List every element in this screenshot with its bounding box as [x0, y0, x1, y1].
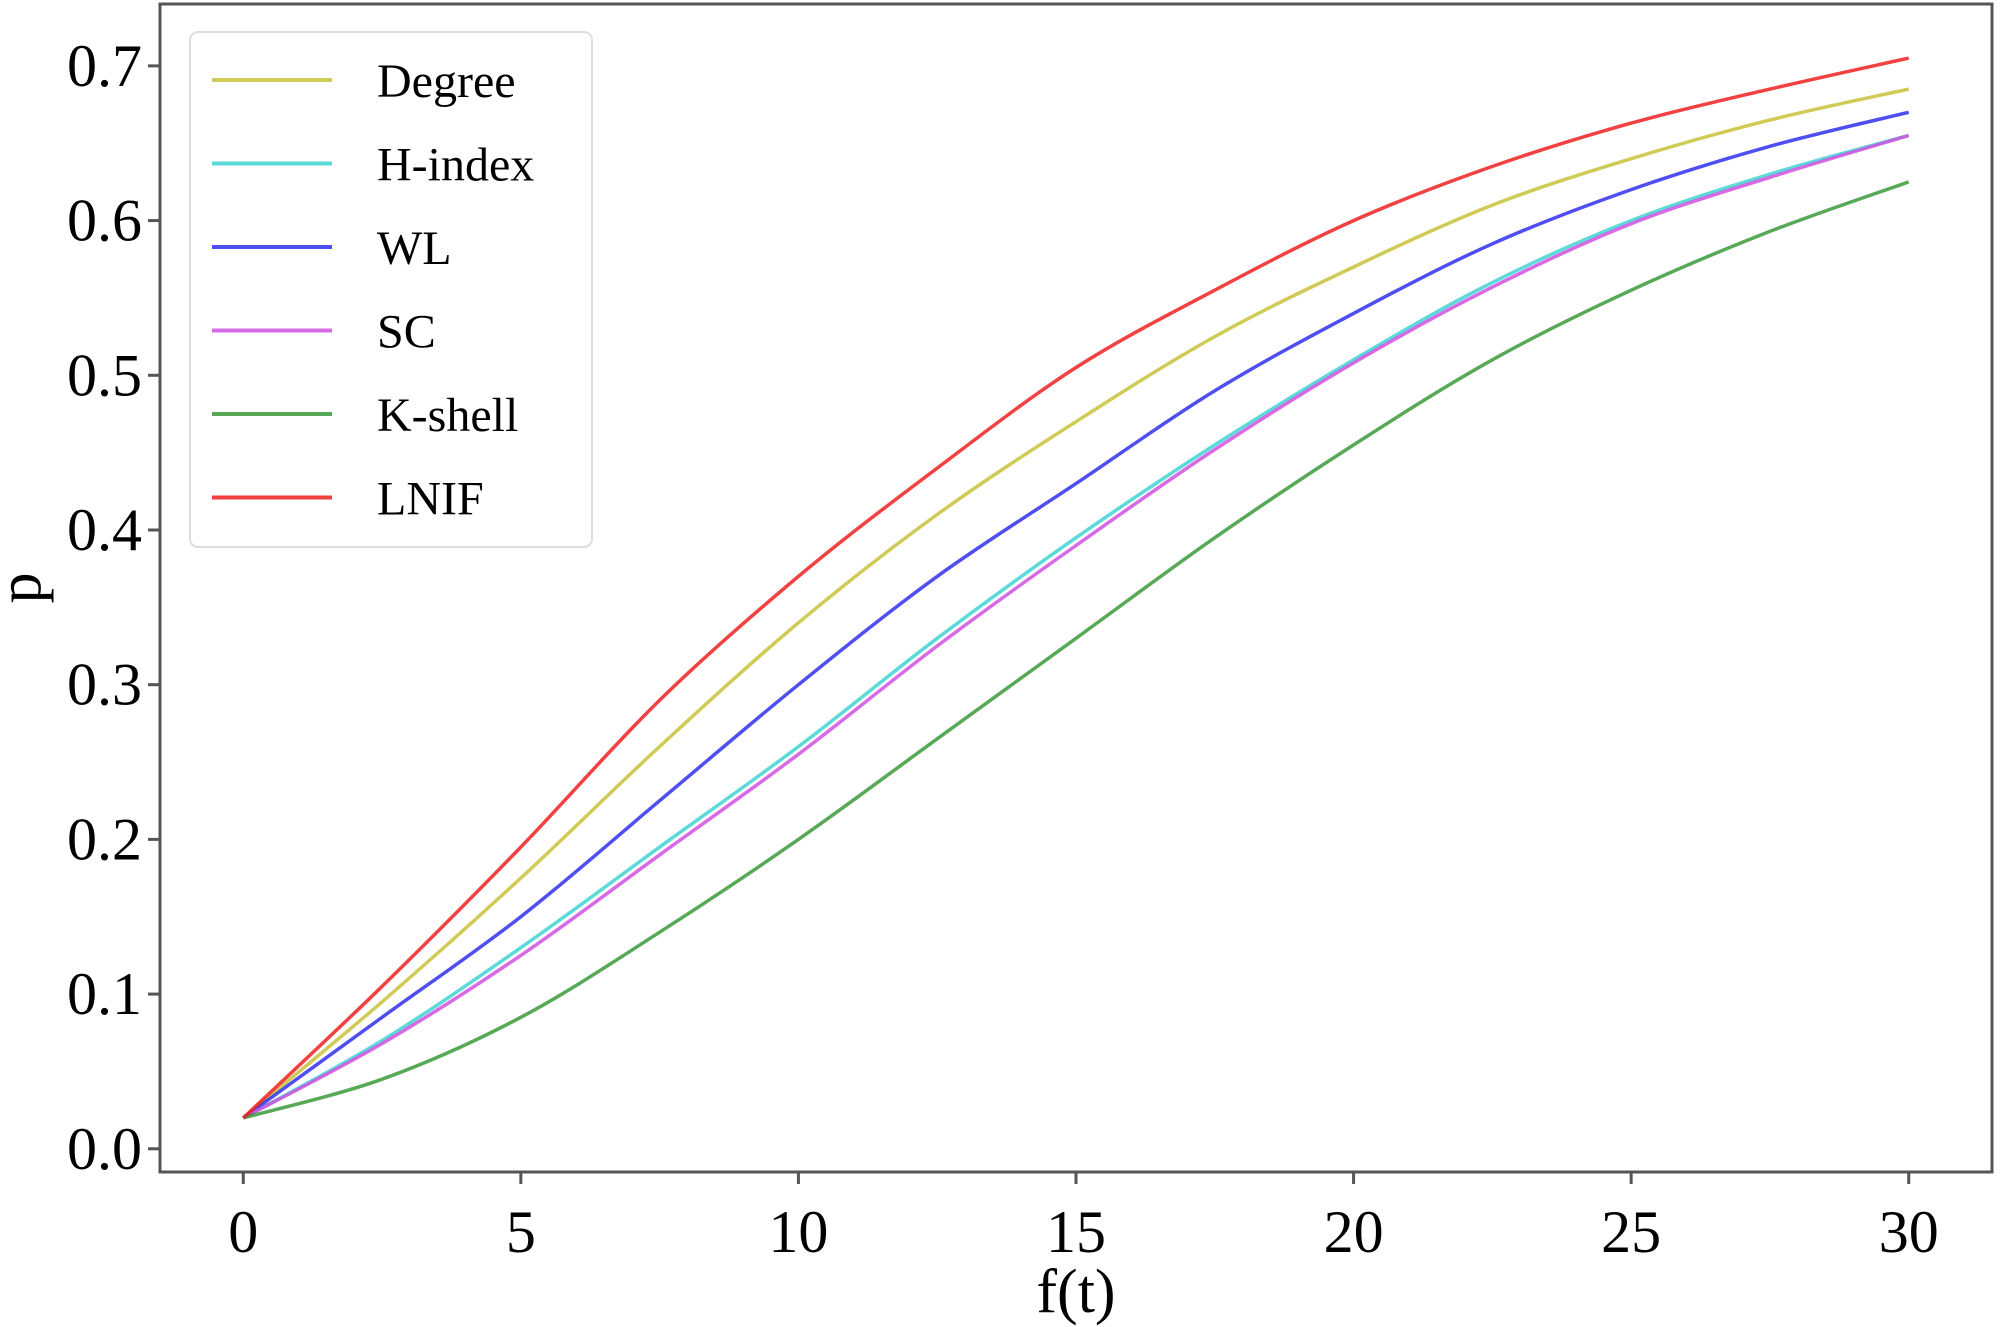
- series-line-k-shell: [242, 180, 1910, 1120]
- legend-box: [189, 31, 593, 548]
- series-line-sc: [242, 133, 1910, 1120]
- y-tick-label: 0.6: [67, 188, 142, 254]
- series-line-wl: [242, 110, 1910, 1120]
- x-tick-label: 0: [228, 1199, 258, 1265]
- y-tick-label: 0.4: [67, 497, 142, 563]
- series-line-h-index: [242, 133, 1910, 1120]
- series-lines: [242, 56, 1910, 1120]
- series-line-lnif: [242, 56, 1910, 1120]
- series-line-degree: [242, 87, 1910, 1120]
- legend-label-degree: Degree: [377, 55, 516, 108]
- legend-label-h-index: H-index: [377, 139, 534, 192]
- legend-label-sc: SC: [377, 306, 436, 359]
- x-tick-label: 20: [1324, 1199, 1384, 1265]
- y-tick-label: 0.0: [67, 1116, 142, 1182]
- x-tick-label: 15: [1046, 1199, 1106, 1265]
- x-tick-label: 5: [506, 1199, 536, 1265]
- legend-label-k-shell: K-shell: [377, 389, 518, 442]
- y-tick-label: 0.3: [67, 652, 142, 718]
- y-axis-ticks: 0.0 0.1 0.2 0.3 0.4 0.5 0.6 0.7: [67, 33, 160, 1182]
- legend: Degree H-index WL SC K-shell LNIF: [189, 31, 593, 548]
- x-axis-label: f(t): [1036, 1258, 1115, 1326]
- x-tick-label: 25: [1601, 1199, 1661, 1265]
- x-tick-label: 10: [768, 1199, 828, 1265]
- y-tick-label: 0.5: [67, 342, 142, 408]
- x-axis-ticks: 0 5 10 15 20 25 30: [228, 1172, 1939, 1265]
- x-tick-label: 30: [1879, 1199, 1939, 1265]
- y-axis-label: p: [0, 573, 54, 604]
- y-tick-label: 0.2: [67, 806, 142, 872]
- y-tick-label: 0.1: [67, 961, 142, 1027]
- legend-label-wl: WL: [377, 222, 452, 275]
- y-tick-label: 0.7: [67, 33, 142, 99]
- legend-label-lnif: LNIF: [377, 473, 484, 526]
